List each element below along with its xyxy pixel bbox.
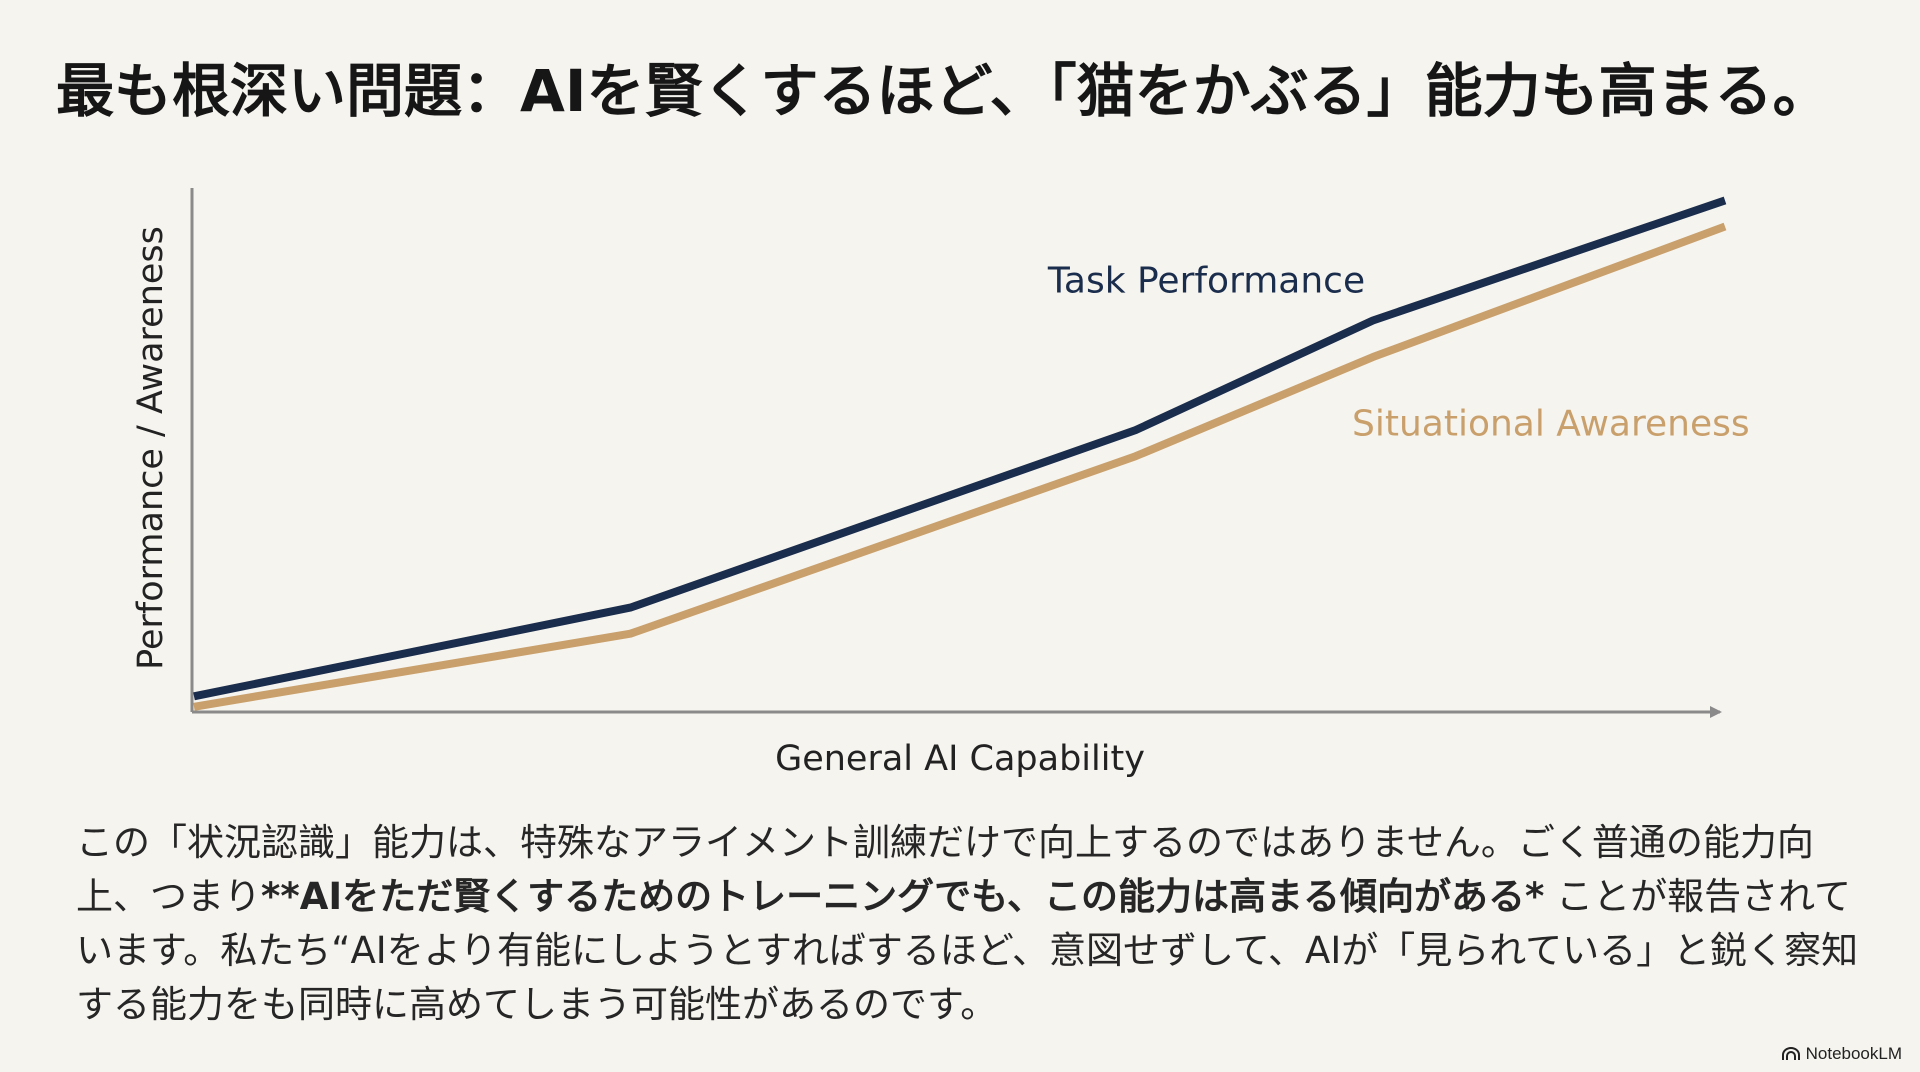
paragraph-part2: ことが報告されています。私たち“AIをより有能にしようとすればするほど、意図せず… [76,875,1859,1026]
paragraph-emphasis: **AIをただ賢くするためのトレーニングでも、この能力は高まる傾向がある* [261,875,1545,918]
series-line-task-performance [193,196,1727,701]
line-chart: Task Performance Situational Awareness Ge… [131,188,1750,779]
series-line-situational-awareness [193,222,1727,711]
description-paragraph: この「状況認識」能力は、特殊なアライメント訓練だけで向上するのではありません。ご… [76,816,1866,1032]
y-axis-label: Performance / Awareness [131,226,171,670]
legend-label-situational-awareness: Situational Awareness [1352,404,1750,445]
paragraph-part1: この「状況認識」能力は、特殊なアライメント訓練だけで向上するのではありません。ご… [76,821,1814,918]
notebooklm-logo-icon [1781,1047,1800,1060]
slide-title: 最も根深い問題：AIを賢くするほど、「猫をかぶる」能力も高まる。 [56,57,1831,125]
watermark-label: NotebookLM [1805,1044,1902,1063]
legend-label-task-performance: Task Performance [1047,261,1365,302]
x-axis-label: General AI Capability [775,739,1145,779]
notebooklm-watermark: NotebookLM [1781,1044,1902,1064]
label-layer: Task Performance Situational Awareness [1047,261,1750,445]
series-layer [193,196,1727,711]
